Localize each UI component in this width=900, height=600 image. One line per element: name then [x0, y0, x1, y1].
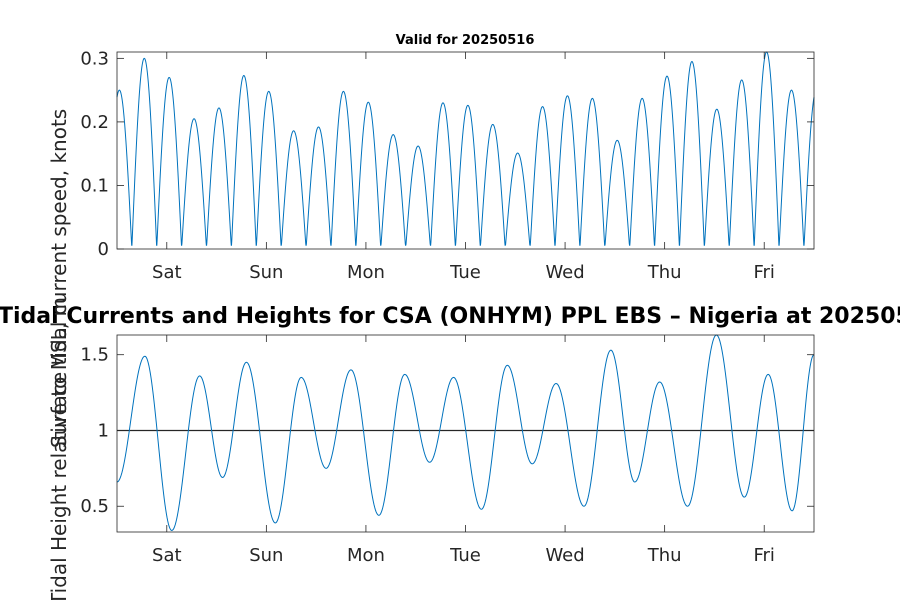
x-tick-label: Thu [647, 545, 682, 566]
speed-y-axis-label: Surface tidal current speed, knots [47, 109, 71, 448]
y-tick-label: 0 [98, 239, 109, 260]
speed-y-ticks: 0 0.1 0.2 0.3 [80, 48, 814, 260]
x-tick-label: Tue [449, 545, 481, 566]
height-x-ticks: Sat Sun Mon Tue Wed Thu Fri [152, 335, 775, 566]
x-tick-label: Wed [545, 545, 584, 566]
x-tick-label: Wed [545, 262, 584, 283]
y-tick-label: 0.5 [80, 496, 109, 517]
y-tick-label: 0.2 [80, 112, 109, 133]
y-tick-label: 1.5 [80, 345, 109, 366]
speed-axes: 0 0.1 0.2 0.3 Sat Sun Mon Tue Wed Thu Fri Valid f… [80, 33, 815, 283]
speed-series-line [116, 51, 815, 246]
height-series-line [116, 334, 815, 532]
x-tick-label: Fri [753, 545, 774, 566]
x-tick-label: Sat [152, 262, 182, 283]
height-plot-area [117, 335, 814, 532]
main-chart-title: Tidal Currents and Heights for CSA (ONHY… [0, 304, 900, 329]
y-tick-label: 0.1 [80, 175, 109, 196]
x-tick-label: Sat [152, 545, 182, 566]
speed-x-ticks: Sat Sun Mon Tue Wed Thu Fri [152, 52, 775, 283]
height-axes: 0.5 1 1.5 Sat Sun Mon Tue Wed Thu Fri [80, 334, 815, 566]
height-y-ticks: 0.5 1 1.5 [80, 345, 814, 517]
x-tick-label: Mon [347, 545, 385, 566]
y-tick-label: 0.3 [80, 48, 109, 69]
x-tick-label: Sun [249, 545, 283, 566]
height-y-axis-label: Tidal Height relative to MSL, m [47, 297, 71, 600]
x-tick-label: Fri [753, 262, 774, 283]
speed-plot-area [117, 52, 814, 249]
x-tick-label: Thu [647, 262, 682, 283]
speed-chart-title: Valid for 20250516 [396, 33, 535, 48]
y-tick-label: 1 [98, 420, 109, 441]
x-tick-label: Sun [249, 262, 283, 283]
x-tick-label: Mon [347, 262, 385, 283]
x-tick-label: Tue [449, 262, 481, 283]
